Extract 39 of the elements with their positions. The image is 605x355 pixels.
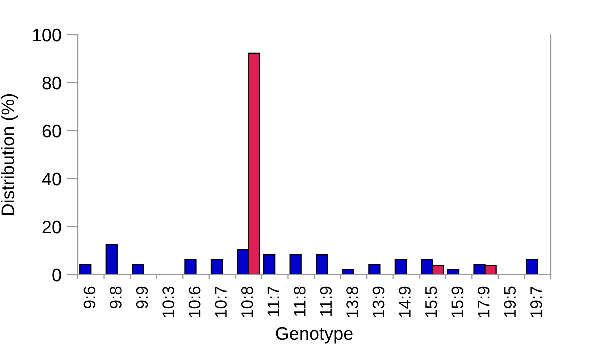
- bar: [447, 269, 460, 275]
- x-tick-label: 13:8: [346, 286, 358, 318]
- x-tick-label: 9:8: [110, 286, 122, 308]
- x-tick-label: 9:6: [84, 286, 96, 308]
- x-tick-label: 17:9: [478, 286, 490, 318]
- bar: [210, 259, 224, 275]
- x-tick-label: 10:7: [215, 286, 227, 318]
- bar: [290, 254, 302, 275]
- y-tick-label: 40: [42, 172, 62, 186]
- x-tick-label: 13:9: [372, 286, 385, 318]
- bar: [526, 259, 538, 275]
- x-tick-label: 11:7: [268, 286, 280, 316]
- y-axis-title: Distribution (%): [1, 94, 18, 216]
- bar: [106, 244, 118, 275]
- bar: [368, 264, 381, 275]
- x-tick-label: 19:7: [530, 286, 542, 318]
- x-tick-label: 19:5: [504, 286, 516, 318]
- x-tick-label: 11:8: [294, 286, 306, 316]
- bar: [394, 259, 408, 275]
- bar: [80, 264, 92, 275]
- bar: [316, 254, 328, 275]
- y-tick-label: 80: [42, 76, 62, 90]
- x-tick-label: 10:8: [241, 286, 254, 318]
- x-tick-label: 10:3: [162, 286, 174, 318]
- y-tick-label: 60: [42, 124, 62, 138]
- x-tick-label: 11:9: [320, 286, 332, 316]
- x-axis-title: Genotype: [276, 327, 353, 344]
- y-tick-label: 0: [52, 268, 62, 282]
- x-tick-label: 15:9: [452, 286, 464, 318]
- y-tick-label: 100: [33, 28, 62, 42]
- bar: [132, 264, 144, 275]
- bar: [263, 254, 276, 275]
- x-tick-label: 15:5: [426, 286, 438, 318]
- bar: [342, 269, 354, 275]
- y-tick-label: 20: [42, 220, 62, 234]
- x-tick-label: 14:9: [399, 286, 411, 318]
- bar: [184, 259, 197, 275]
- x-tick-label: 9:9: [136, 286, 148, 308]
- x-tick-label: 10:6: [188, 286, 201, 318]
